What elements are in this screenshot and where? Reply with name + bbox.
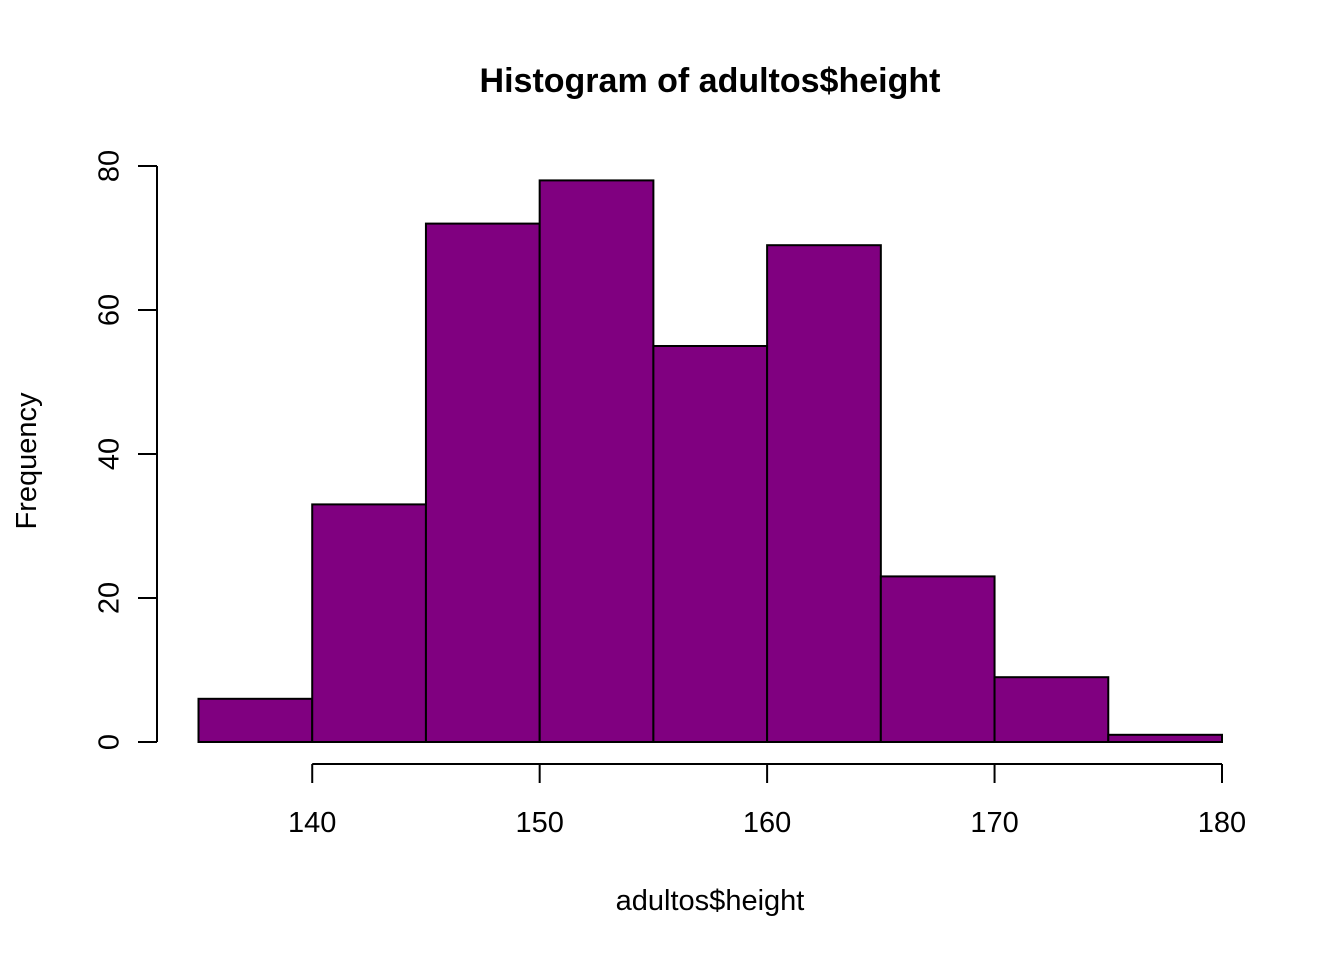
y-tick-label: 80: [94, 150, 126, 182]
x-axis-label: adultos$height: [616, 885, 805, 917]
histogram-bar: [766, 244, 882, 743]
x-tick-label: 170: [970, 807, 1018, 839]
x-tick-label: 160: [743, 807, 791, 839]
y-tick-label: 0: [94, 734, 126, 750]
histogram-bar: [879, 575, 996, 744]
y-tick-label: 40: [94, 438, 126, 470]
x-axis: 140 150 160 170 180: [288, 763, 1246, 839]
x-tick-label: 180: [1198, 807, 1246, 839]
x-tick-label: 150: [515, 807, 563, 839]
y-tick-label: 20: [94, 582, 126, 614]
y-axis-label: Frequency: [11, 392, 43, 530]
chart-title: Histogram of adultos$height: [480, 62, 941, 100]
y-axis: 0 20 40 60 80: [94, 150, 158, 750]
histogram-bar: [424, 222, 541, 744]
bars: [197, 179, 1224, 744]
histogram-bar: [538, 179, 655, 743]
histogram-bar: [993, 676, 1110, 744]
histogram-bar: [652, 345, 769, 743]
histogram-bar: [197, 697, 314, 743]
histogram-bar: [1107, 733, 1224, 743]
y-tick-label: 60: [94, 294, 126, 326]
x-tick-label: 140: [288, 807, 336, 839]
histogram-bar: [311, 503, 427, 743]
